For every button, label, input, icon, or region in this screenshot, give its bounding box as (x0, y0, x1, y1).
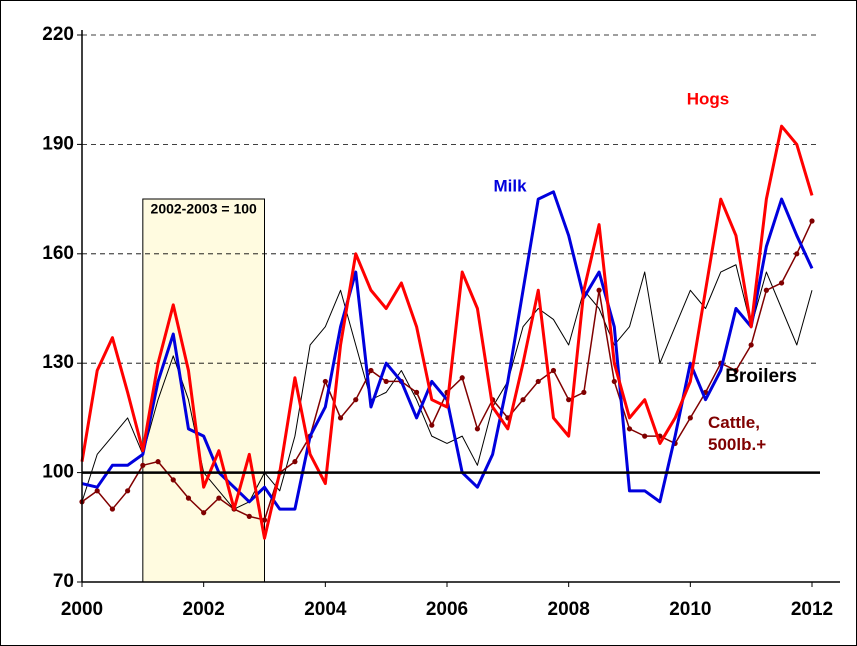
series-marker (611, 378, 617, 385)
series-marker (246, 513, 252, 519)
series-marker (778, 280, 785, 286)
series-marker (520, 397, 526, 403)
series-marker (550, 367, 557, 374)
series-marker (535, 378, 541, 385)
series-label: Hogs (687, 89, 730, 108)
series-line (80, 124, 814, 540)
y-tick-label: 160 (42, 243, 74, 264)
series-marker (413, 389, 420, 395)
series-marker (170, 477, 176, 483)
series-marker (155, 459, 161, 465)
series-marker (459, 375, 465, 381)
x-tick-label: 2006 (426, 599, 468, 620)
series-marker (125, 488, 131, 494)
x-tick-label: 2010 (669, 599, 711, 620)
series-label-line: Cattle, (708, 413, 760, 432)
series-marker (368, 367, 374, 374)
series-marker (201, 510, 207, 516)
series-marker (140, 462, 146, 468)
series-label: Milk (493, 176, 527, 195)
series-marker (626, 426, 633, 432)
series-label: Cattle, 500lb.+ (708, 413, 766, 454)
series-marker (337, 415, 344, 421)
x-tick-label: 2012 (791, 599, 833, 620)
series-marker (109, 506, 116, 512)
series-marker (261, 517, 268, 523)
series-marker (353, 397, 359, 403)
x-tick-label: 2004 (304, 599, 347, 620)
series-marker (322, 378, 328, 385)
series-marker (596, 287, 602, 293)
shaded-region (142, 198, 265, 583)
y-tick-label: 100 (42, 462, 74, 483)
series-marker (474, 426, 481, 432)
y-tick-label: 220 (42, 24, 74, 45)
y-tick-label: 190 (42, 133, 74, 154)
x-tick-label: 2000 (61, 599, 103, 620)
series-label: Broilers (725, 366, 797, 387)
series-marker (383, 378, 389, 385)
shaded-label: 2002-2003 = 100 (151, 201, 257, 217)
series-marker (94, 488, 100, 494)
y-tick-label: 130 (42, 352, 74, 373)
x-tick-label: 2008 (548, 599, 590, 620)
series-marker (185, 495, 192, 501)
x-tick-label: 2002 (183, 599, 225, 620)
series-marker (763, 287, 769, 293)
series-marker (748, 342, 754, 348)
series-marker (292, 459, 298, 465)
series-label-line: 500lb.+ (708, 435, 766, 454)
series-marker (733, 367, 739, 374)
series-marker (687, 415, 693, 421)
series-marker (566, 397, 572, 403)
series-marker (809, 218, 815, 224)
series-marker (581, 389, 587, 395)
series-marker (794, 251, 800, 257)
series-marker (429, 422, 435, 428)
series-marker (642, 433, 648, 439)
y-tick-label: 70 (53, 571, 74, 592)
series-marker (216, 495, 222, 501)
